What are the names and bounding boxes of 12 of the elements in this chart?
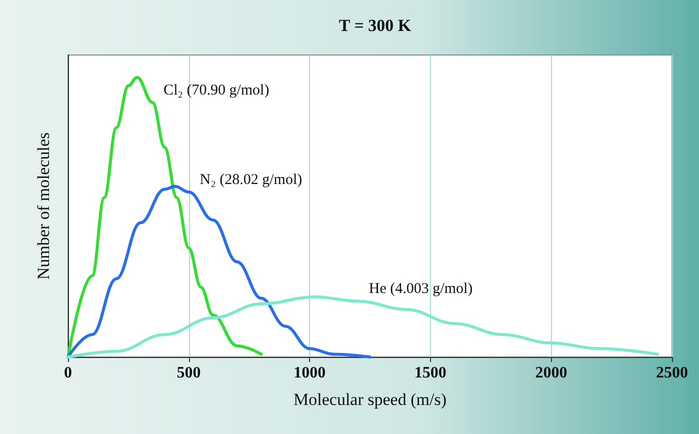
x-axis-title: Molecular speed (m/s) <box>294 390 446 409</box>
chart-title: T = 300 K <box>338 16 412 35</box>
x-tick-label: 500 <box>176 364 201 382</box>
x-tick-label: 1000 <box>294 364 326 382</box>
x-tick-label: 2500 <box>656 364 688 382</box>
x-tick-label: 2000 <box>535 364 568 382</box>
series-label: N₂ (28.02 g/mol) <box>200 172 302 188</box>
y-axis-title: Number of molecules <box>34 132 53 280</box>
x-tick-label: 1500 <box>414 364 446 382</box>
x-tick-label: 0 <box>64 364 72 382</box>
series-label: He (4.003 g/mol) <box>368 281 473 298</box>
series-label: Cl₂ (70.90 g/mol) <box>164 82 270 99</box>
